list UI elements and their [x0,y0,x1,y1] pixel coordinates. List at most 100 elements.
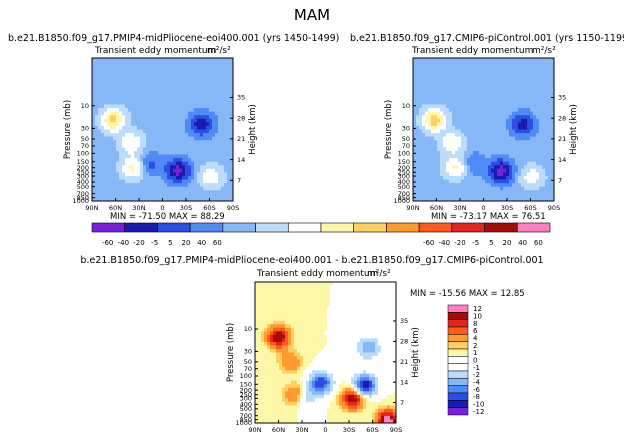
heatmap-cell [536,186,540,191]
heatmap-cell [173,161,177,166]
heatmap-cell [122,186,126,191]
heatmap-cell [101,143,105,148]
panel-subtitle: Transient eddy momentum [411,46,533,56]
heatmap-cell [443,172,447,177]
heatmap-cell [512,133,516,138]
heatmap-cell [524,68,528,73]
heatmap-cell [303,338,307,343]
heatmap-cell [152,183,156,188]
heatmap-cell [354,313,358,318]
heatmap-cell [212,65,216,70]
heatmap-cell [536,133,540,138]
heatmap-cell [354,341,358,346]
heatmap-cell [101,147,105,152]
heatmap-cell [209,65,213,70]
heatmap-cell [446,93,450,98]
heatmap-cell [348,345,352,350]
heatmap-cell [191,165,195,170]
heatmap-cell [140,172,144,177]
heatmap-cell [309,345,313,350]
heatmap-cell [149,154,153,159]
heatmap-cell [533,172,537,177]
heatmap-cell [230,111,234,116]
heatmap-cell [113,161,117,166]
heatmap-cell [95,179,99,184]
heatmap-cell [185,115,189,120]
heatmap-cell [119,150,123,155]
heatmap-cell [179,175,183,180]
heatmap-cell [485,165,489,170]
heatmap-cell [179,100,183,105]
heatmap-cell [176,58,180,62]
heatmap-cell [422,61,426,66]
heatmap-cell [140,147,144,152]
y-tick-label: 700 [77,190,89,198]
heatmap-cell [92,61,96,66]
heatmap-cell [443,72,447,77]
heatmap-cell [431,72,435,77]
heatmap-cell [393,292,397,297]
heatmap-cell [203,186,207,191]
heatmap-cell [446,193,450,198]
heatmap-cell [342,338,346,343]
heatmap-cell [381,303,385,308]
heatmap-cell [218,133,222,138]
heatmap-cell [360,359,364,364]
heatmap-cell [230,150,234,155]
heatmap-cell [458,75,462,80]
heatmap-cell [203,104,207,109]
heatmap-cell [134,83,138,88]
heatmap-cell [419,118,423,123]
heatmap-cell [419,143,423,148]
heatmap-cell [194,190,198,195]
heatmap-cell [140,150,144,155]
heatmap-cell [170,125,174,130]
heatmap-cell [512,125,516,130]
heatmap-cell [321,289,325,293]
heatmap-cell [485,186,489,191]
heatmap-cell [206,168,210,173]
heatmap-cell [206,129,210,134]
heatmap-cell [479,72,483,77]
heatmap-cell [419,150,423,155]
heatmap-cell [146,65,150,70]
heatmap-cell [309,317,313,322]
heatmap-cell [369,310,373,315]
heatmap-cell [185,172,189,177]
heatmap-cell [551,193,555,198]
heatmap-cell [128,140,132,145]
heatmap-cell [273,345,277,350]
heatmap-cell [512,68,516,73]
heatmap-cell [440,150,444,155]
y-tick-label: 400 [77,178,89,186]
heatmap-cell [330,317,334,322]
heatmap-cell [209,172,213,177]
heatmap-cell [227,172,231,177]
heatmap-cell [548,183,552,188]
heatmap-cell [390,310,394,315]
colorbar-swatch [287,222,322,233]
heatmap-cell [521,58,525,62]
heatmap-cell [390,331,394,336]
heatmap-cell [467,90,471,95]
heatmap-cell [107,175,111,180]
heatmap-cell [536,86,540,91]
heatmap-cell [536,118,540,123]
heatmap-cell [425,175,429,180]
heatmap-cell [152,65,156,70]
heatmap-cell [122,118,126,123]
heatmap-cell [218,168,222,173]
heatmap-cell [134,100,138,105]
heatmap-cell [206,172,210,177]
heatmap-cell [375,345,379,350]
heatmap-cell [297,356,301,360]
heatmap-cell [128,154,132,159]
heatmap-cell [191,108,195,113]
heatmap-cell [155,158,159,163]
heatmap-cell [342,359,346,364]
heatmap-cell [378,338,382,343]
heatmap-cell [419,140,423,145]
heatmap-cell [434,79,438,84]
heatmap-cell [113,72,117,77]
heatmap-cell [440,97,444,102]
